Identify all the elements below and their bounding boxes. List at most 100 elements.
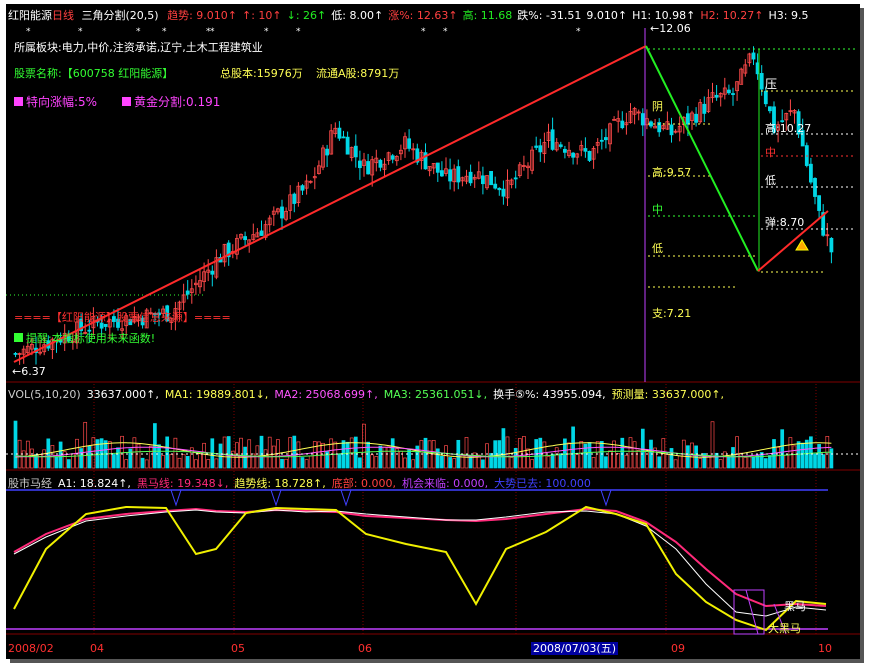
candle-body <box>99 322 104 329</box>
candle-body <box>599 139 604 142</box>
candle-body <box>382 163 387 170</box>
volume-bar <box>161 455 165 469</box>
period-label[interactable]: 日线 <box>52 9 74 22</box>
candle-body <box>333 127 338 135</box>
candle-body <box>120 328 124 331</box>
candle-body <box>829 237 834 253</box>
candle-body <box>513 177 518 180</box>
volume-bar <box>813 453 817 469</box>
downtrend-line <box>645 45 759 272</box>
candle-body <box>493 183 498 189</box>
candle-body <box>772 106 776 133</box>
volume-bar <box>403 457 407 469</box>
golden-split-info: 黄金分割:0.191 <box>122 96 220 109</box>
candle-body <box>177 301 182 310</box>
chart-canvas[interactable]: * * * * * * * * * * * 红阳能源日线 三角分割(20,5) 趋势: 9.010↑… <box>6 4 860 659</box>
heima-label: 黑马 <box>784 600 806 613</box>
volume-bar <box>259 435 264 469</box>
candle-body <box>485 175 489 189</box>
candle-body <box>632 108 637 115</box>
trend-line <box>13 505 827 632</box>
volume-bar <box>710 421 715 469</box>
volume-bar <box>546 456 551 469</box>
candle-body <box>308 180 313 183</box>
candle-body <box>677 125 682 133</box>
candle-body <box>423 152 428 170</box>
indicator-name[interactable]: 三角分割(20,5) <box>81 9 159 22</box>
volume-bar <box>608 450 612 469</box>
oscillator-stat-4: 底部: 0.000, <box>331 477 396 490</box>
volume-bar <box>13 420 18 469</box>
candle-body <box>415 148 420 163</box>
candle-body <box>628 110 633 123</box>
volume-bar <box>476 454 481 469</box>
volume-bar <box>792 445 797 469</box>
mid-left-label: 中 <box>652 203 663 216</box>
candle-body <box>107 319 112 328</box>
candle-body <box>87 329 92 332</box>
volume-bar <box>87 445 92 469</box>
candle-body <box>784 113 789 121</box>
rebound-label: 弹:8.70 <box>765 216 805 229</box>
chart-svg[interactable]: * * * * * * * * * * * <box>6 4 860 659</box>
candle-body <box>468 171 473 184</box>
candle-body <box>234 238 239 255</box>
candle-body <box>337 127 342 139</box>
candle-body <box>759 73 764 90</box>
candle-body <box>214 257 219 278</box>
candle-body <box>366 161 371 175</box>
candle-body <box>251 234 256 240</box>
candle-body <box>653 125 657 129</box>
candle-body <box>173 308 178 320</box>
buy-star-marker: * <box>78 27 83 37</box>
header-value-7: 9.010↑ <box>586 9 628 22</box>
volume-bar <box>136 443 141 469</box>
volume-bar <box>337 453 342 469</box>
volume-bar <box>427 440 432 469</box>
volume-bar <box>809 436 813 469</box>
volume-stat-1: 33637.000↑, <box>86 388 159 401</box>
candle-body <box>616 118 621 122</box>
volume-bar <box>345 441 350 469</box>
volume-bar <box>620 437 625 469</box>
header-value-1: ↑: 10↑ <box>242 9 282 22</box>
candle-body <box>571 152 575 158</box>
candle-body <box>13 353 18 355</box>
volume-bar <box>312 441 317 469</box>
candle-body <box>280 206 284 219</box>
volume-bar <box>464 437 469 469</box>
candle-body <box>431 163 436 169</box>
candle-body <box>567 149 571 157</box>
oscillator-marker <box>600 489 612 507</box>
volume-ma2-line <box>15 446 832 458</box>
volume-bar <box>280 458 284 469</box>
volume-bar <box>304 459 309 469</box>
candle-body <box>312 176 317 179</box>
volume-bar <box>116 447 120 469</box>
candle-body <box>411 148 416 151</box>
volume-bar <box>362 423 366 469</box>
volume-bar <box>800 442 805 469</box>
volume-bar <box>423 437 428 469</box>
total-shares-info: 总股本:15976万 <box>220 67 303 80</box>
candle-body <box>226 242 231 258</box>
candle-body <box>239 234 243 239</box>
candle-body <box>710 92 715 99</box>
candle-body <box>374 157 379 164</box>
price-bottom-label: ←6.37 <box>12 365 46 378</box>
sector-info: 所属板块:电力,中价,注资承诺,辽宁,土木工程建筑业 <box>14 41 263 54</box>
candle-body <box>370 159 375 176</box>
volume-bar <box>251 453 256 469</box>
candle-body <box>809 163 813 183</box>
candle-body <box>202 271 207 282</box>
candle-body <box>181 294 186 303</box>
volume-stat-3: MA2: 25068.699↑, <box>274 388 378 401</box>
volume-bar <box>144 459 149 469</box>
candle-body <box>128 319 133 326</box>
frame-shadow-right <box>860 8 864 663</box>
volume-ma1-line <box>15 442 832 458</box>
candle-body <box>636 111 641 114</box>
stock-title[interactable]: 红阳能源 <box>8 9 52 22</box>
volume-bar <box>366 441 370 469</box>
candle-body <box>530 149 534 171</box>
